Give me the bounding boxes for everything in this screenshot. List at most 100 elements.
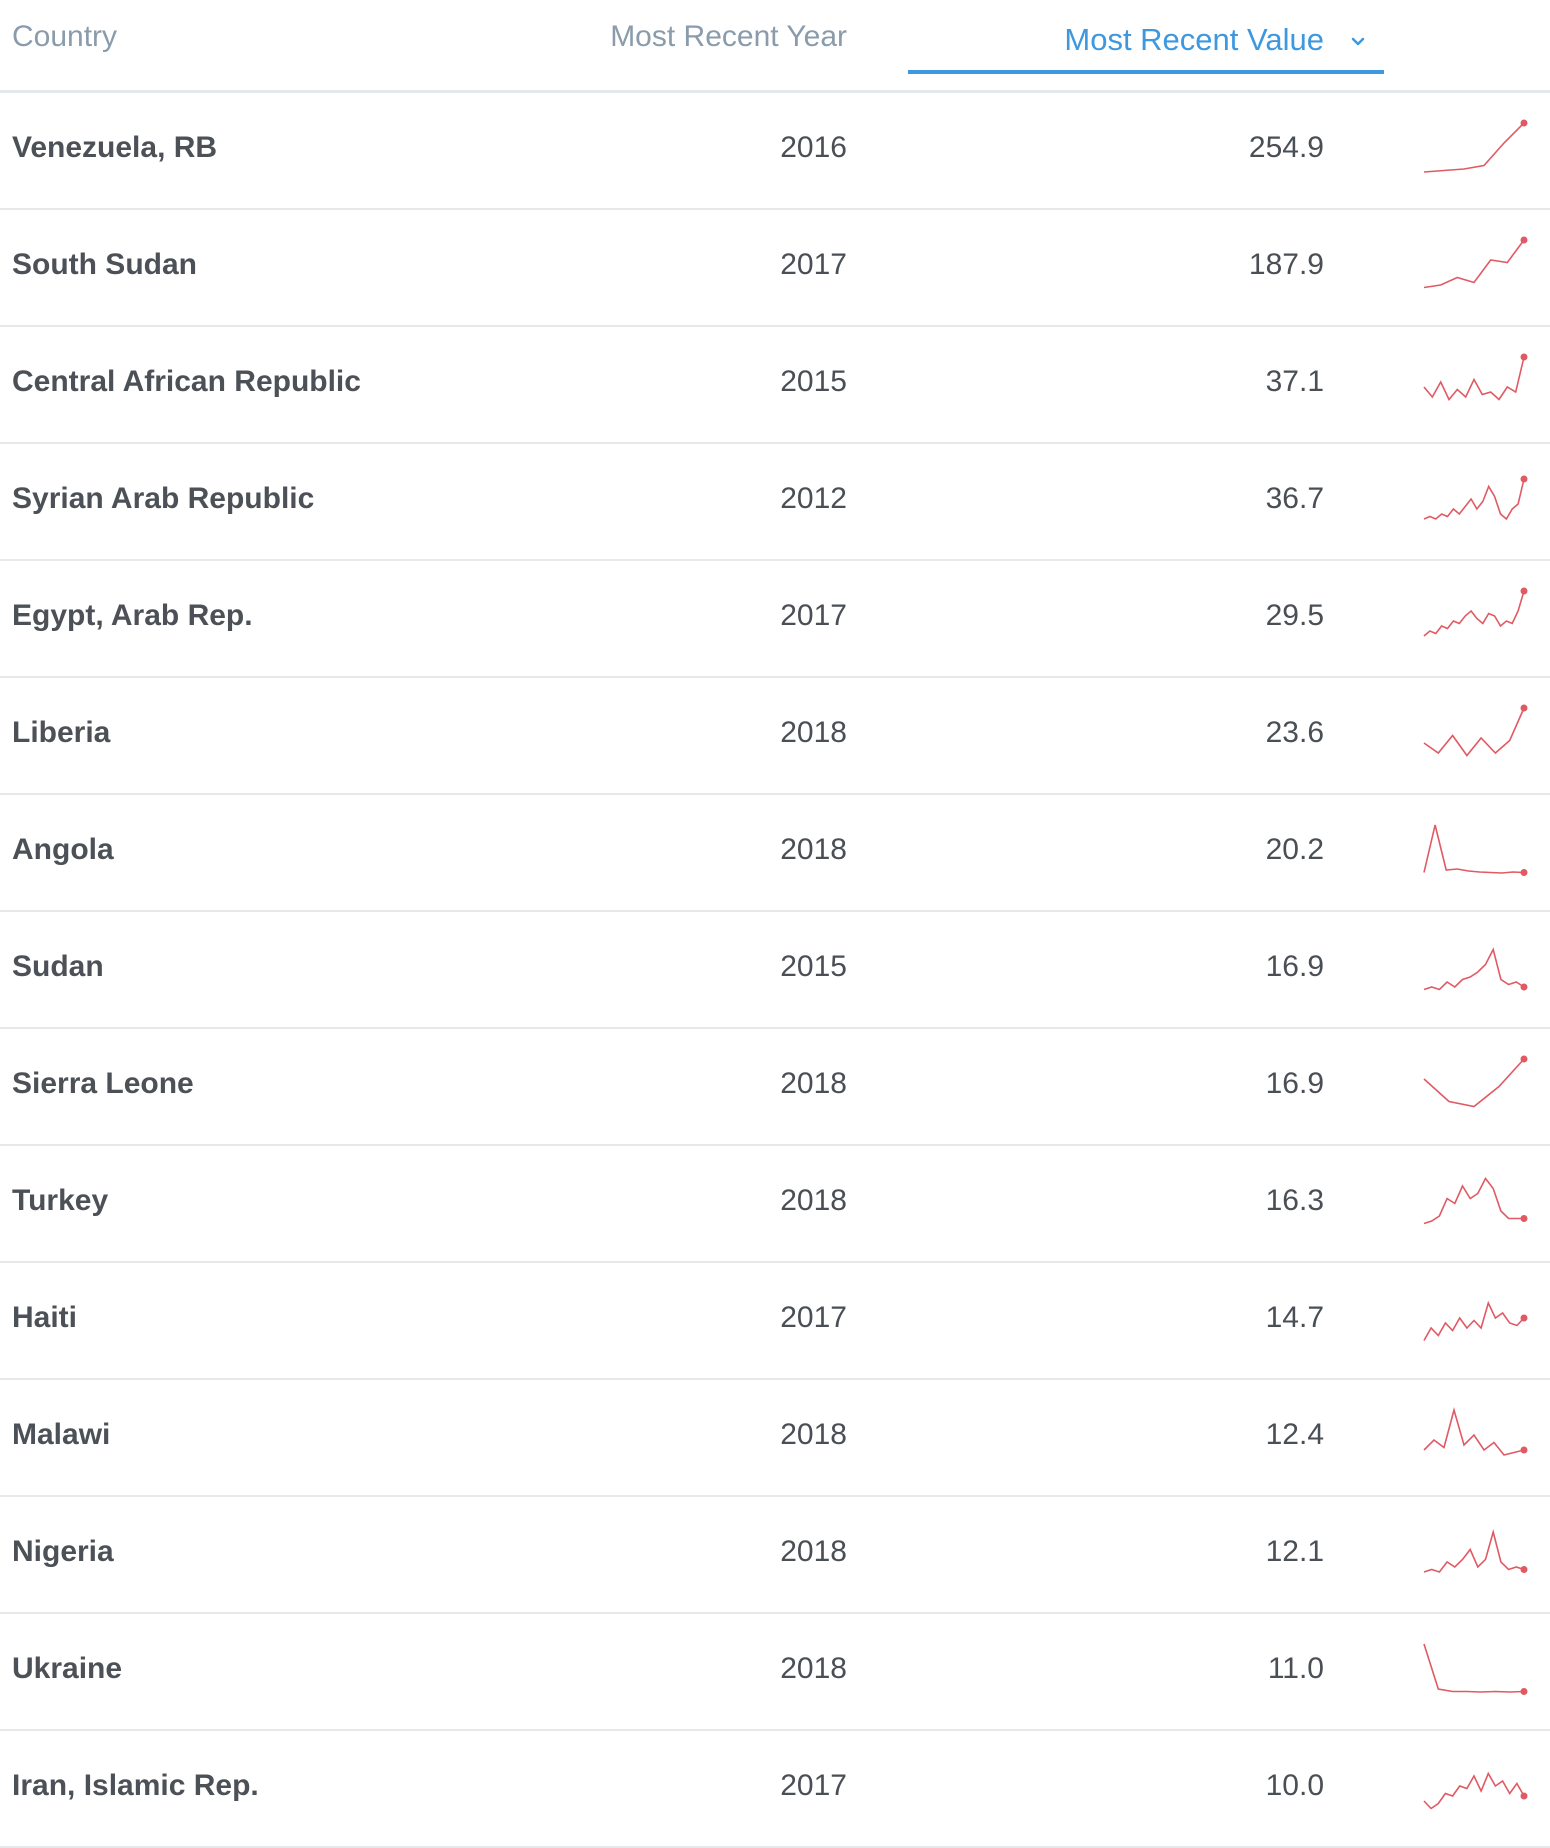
table-row[interactable]: Nigeria 2018 12.1 (0, 1497, 1550, 1614)
country-name[interactable]: Venezuela, RB (12, 131, 218, 164)
column-header-country[interactable]: Country (12, 20, 118, 53)
country-name[interactable]: Haiti (12, 1301, 78, 1334)
country-name[interactable]: Central African Republic (12, 365, 361, 398)
table-row[interactable]: Syrian Arab Republic 2012 36.7 (0, 444, 1550, 561)
column-header-value[interactable]: Most Recent Value (908, 0, 1384, 74)
most-recent-year: 2018 (780, 716, 847, 749)
most-recent-year: 2017 (780, 248, 847, 281)
table-row[interactable]: Iran, Islamic Rep. 2017 10.0 (0, 1731, 1550, 1848)
country-name[interactable]: Liberia (12, 716, 111, 749)
table-row[interactable]: Angola 2018 20.2 (0, 795, 1550, 912)
sparkline-endpoint (1520, 587, 1528, 595)
country-name[interactable]: Angola (12, 833, 114, 866)
table-row[interactable]: Haiti 2017 14.7 (0, 1263, 1550, 1380)
trend-sparkline (1420, 1634, 1530, 1704)
most-recent-year: 2017 (780, 1301, 847, 1334)
trend-sparkline (1420, 581, 1530, 651)
most-recent-year: 2017 (780, 599, 847, 632)
most-recent-year: 2018 (780, 1184, 847, 1217)
table-body: Venezuela, RB 2016 254.9 South Sudan 2017 187… (0, 93, 1550, 1848)
table-row[interactable]: Central African Republic 2015 37.1 (0, 327, 1550, 444)
most-recent-value: 10.0 (1265, 1769, 1324, 1802)
sparkline-svg (1423, 1300, 1528, 1341)
country-name[interactable]: Nigeria (12, 1535, 114, 1568)
most-recent-value: 16.9 (1265, 950, 1324, 983)
most-recent-year: 2018 (780, 1067, 847, 1100)
sparkline-line (1423, 824, 1525, 874)
trend-sparkline (1420, 230, 1530, 300)
sparkline-line (1423, 1300, 1525, 1341)
sparkline-svg (1423, 1771, 1528, 1810)
most-recent-value: 23.6 (1265, 716, 1324, 749)
sparkline-line (1423, 122, 1525, 173)
sparkline-line (1423, 1528, 1525, 1573)
country-name[interactable]: Sudan (12, 950, 104, 983)
table-row[interactable]: Ukraine 2018 11.0 (0, 1614, 1550, 1731)
most-recent-year: 2018 (780, 833, 847, 866)
country-name[interactable]: Iran, Islamic Rep. (12, 1769, 259, 1802)
country-name[interactable]: Egypt, Arab Rep. (12, 599, 253, 632)
country-name[interactable]: South Sudan (12, 248, 197, 281)
sparkline-svg (1423, 1643, 1528, 1695)
sparkline-line (1423, 356, 1525, 401)
sparkline-svg (1423, 475, 1528, 521)
sparkline-endpoint (1520, 119, 1528, 127)
sparkline-endpoint (1520, 1055, 1528, 1063)
sparkline-endpoint (1520, 1792, 1528, 1800)
most-recent-value: 36.7 (1265, 482, 1324, 515)
sparkline-svg (1423, 704, 1528, 757)
column-header-year[interactable]: Most Recent Year (610, 20, 847, 53)
country-name[interactable]: Sierra Leone (12, 1067, 194, 1100)
most-recent-year: 2017 (780, 1769, 847, 1802)
sparkline-line (1423, 1177, 1524, 1225)
sparkline-endpoint (1520, 1314, 1528, 1322)
most-recent-value: 12.4 (1265, 1418, 1324, 1451)
table-row[interactable]: Egypt, Arab Rep. 2017 29.5 (0, 561, 1550, 678)
sparkline-line (1423, 707, 1525, 757)
most-recent-year: 2015 (780, 950, 847, 983)
sparkline-line (1423, 590, 1525, 637)
sparkline-endpoint (1520, 1215, 1528, 1222)
most-recent-value: 254.9 (1248, 131, 1324, 164)
trend-sparkline (1420, 815, 1530, 885)
sparkline-endpoint (1520, 353, 1528, 361)
most-recent-value: 16.9 (1265, 1067, 1324, 1100)
country-name[interactable]: Ukraine (12, 1652, 123, 1685)
country-name[interactable]: Malawi (12, 1418, 111, 1451)
table-row[interactable]: Sudan 2015 16.9 (0, 912, 1550, 1029)
most-recent-year: 2016 (780, 131, 847, 164)
column-header-value-label: Most Recent Value (1064, 22, 1324, 57)
table-row[interactable]: Liberia 2018 23.6 (0, 678, 1550, 795)
most-recent-value: 12.1 (1265, 1535, 1324, 1568)
country-name[interactable]: Syrian Arab Republic (12, 482, 315, 515)
sparkline-endpoint (1520, 475, 1528, 483)
table-row[interactable]: Venezuela, RB 2016 254.9 (0, 93, 1550, 210)
table-row[interactable]: Sierra Leone 2018 16.9 (0, 1029, 1550, 1146)
most-recent-value: 187.9 (1248, 248, 1324, 281)
trend-sparkline (1420, 698, 1530, 768)
trend-sparkline (1420, 1517, 1530, 1587)
trend-sparkline (1420, 1049, 1530, 1119)
chevron-down-icon[interactable] (1344, 30, 1372, 54)
table-row[interactable]: Turkey 2018 16.3 (0, 1146, 1550, 1263)
trend-sparkline (1420, 932, 1530, 1002)
sparkline-svg (1423, 947, 1528, 991)
sparkline-svg (1423, 236, 1528, 289)
most-recent-value: 29.5 (1265, 599, 1324, 632)
table-row[interactable]: Malawi 2018 12.4 (0, 1380, 1550, 1497)
country-name[interactable]: Turkey (12, 1184, 109, 1217)
sparkline-svg (1423, 353, 1528, 401)
sparkline-line (1423, 1771, 1525, 1810)
most-recent-year: 2018 (780, 1535, 847, 1568)
sparkline-endpoint (1520, 983, 1528, 991)
sparkline-endpoint (1520, 1566, 1528, 1573)
trend-sparkline (1420, 113, 1530, 183)
sparkline-endpoint (1520, 1688, 1528, 1695)
trend-sparkline (1420, 1166, 1530, 1236)
sparkline-svg (1423, 1406, 1528, 1456)
sparkline-svg (1423, 119, 1528, 173)
table-row[interactable]: South Sudan 2017 187.9 (0, 210, 1550, 327)
most-recent-value: 37.1 (1265, 365, 1324, 398)
trend-sparkline (1420, 1283, 1530, 1353)
